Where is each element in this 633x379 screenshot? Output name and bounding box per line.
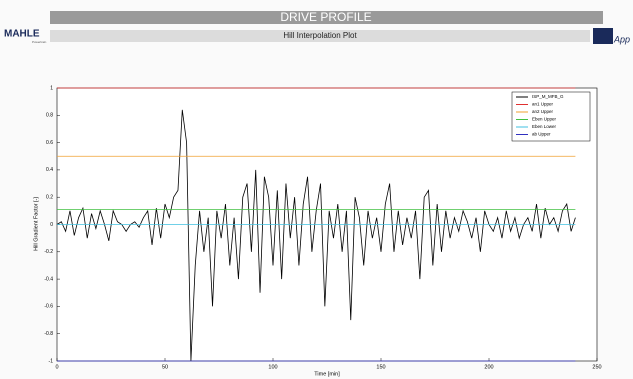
subtitle-bar	[50, 30, 590, 42]
y-tick-label: -0.4	[44, 276, 53, 282]
legend-label: an2 Upper	[532, 109, 554, 114]
y-tick-label: 0	[50, 222, 53, 228]
logo-right: App	[613, 34, 630, 44]
x-axis-label: Time [min]	[314, 371, 340, 377]
x-tick-label: 50	[162, 364, 168, 370]
x-tick-label: 100	[268, 364, 277, 370]
y-tick-label: 0.8	[46, 113, 53, 119]
x-tick-label: 0	[55, 364, 58, 370]
legend-label: ISP_M_MFB_G	[532, 94, 564, 99]
legend-label: ab Upper	[532, 132, 551, 137]
y-tick-label: -1	[49, 358, 54, 364]
y-tick-label: 0.2	[46, 195, 53, 201]
legend-box	[511, 91, 591, 142]
subtitle: Hill Interpolation Plot	[283, 31, 357, 40]
title-bar	[50, 11, 603, 24]
legend-label: Eben Lower	[532, 124, 557, 129]
x-tick-label: 250	[592, 364, 601, 370]
y-tick-label: -0.8	[44, 331, 53, 337]
y-tick-label: 1	[50, 85, 53, 91]
y-tick-label: -0.2	[44, 249, 53, 255]
y-tick-label: -0.6	[44, 304, 53, 310]
y-tick-label: 0.4	[46, 167, 53, 173]
logo-left-sub: Powertrain	[32, 40, 47, 44]
x-tick-label: 200	[484, 364, 493, 370]
logo-left: MAHLE	[4, 29, 40, 40]
y-tick-label: 0.6	[46, 140, 53, 146]
legend-label: Eben Upper	[532, 117, 557, 122]
legend-label: an1 Upper	[532, 102, 554, 107]
x-tick-label: 150	[376, 364, 385, 370]
title: DRIVE PROFILE	[280, 10, 371, 24]
y-axis-label: Hill Gradient Factor [-]	[33, 197, 39, 251]
logo-right-icon	[593, 28, 613, 44]
